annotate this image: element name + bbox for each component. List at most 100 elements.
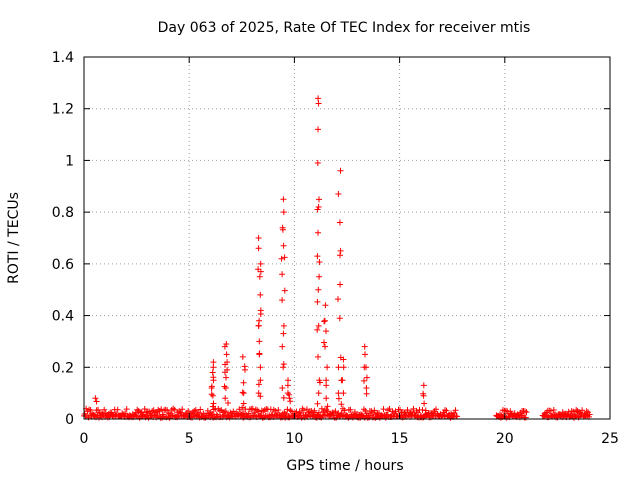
- data-point: [335, 296, 341, 303]
- data-point: [314, 206, 321, 213]
- data-point: [314, 160, 321, 166]
- data-point: [314, 400, 321, 407]
- data-point: [316, 273, 323, 280]
- data-point: [315, 126, 321, 133]
- data-point: [240, 400, 247, 407]
- data-point: [316, 259, 323, 265]
- data-point: [281, 254, 288, 261]
- data-point: [321, 339, 327, 346]
- data-point: [547, 407, 554, 414]
- data-point: [315, 353, 321, 360]
- data-point: [443, 407, 450, 414]
- data-point: [208, 391, 215, 398]
- data-point: [241, 363, 248, 370]
- data-point: [550, 407, 557, 413]
- data-point: [523, 409, 530, 416]
- data-point: [239, 404, 246, 411]
- data-point: [257, 260, 264, 267]
- data-point: [361, 343, 368, 350]
- data-point: [225, 400, 231, 406]
- data-point: [363, 385, 370, 391]
- data-point: [256, 317, 263, 324]
- y-axis-label: ROTI / TECUs: [6, 192, 22, 284]
- data-point: [240, 390, 247, 397]
- data-point: [257, 377, 264, 384]
- data-point: [222, 408, 229, 415]
- data-point: [340, 364, 347, 371]
- data-point: [256, 273, 263, 280]
- data-point: [336, 219, 343, 226]
- data-point: [433, 406, 439, 413]
- plot-frame: [83, 56, 611, 420]
- x-tick-labels: 0 5 10 15 20 25: [80, 431, 619, 447]
- data-point: [209, 403, 216, 410]
- data-point: [336, 315, 343, 322]
- data-point: [315, 286, 322, 293]
- data-point: [141, 406, 148, 412]
- data-point: [101, 406, 108, 413]
- data-point: [420, 382, 427, 389]
- data-point: [272, 408, 279, 414]
- data-point: [280, 330, 287, 337]
- data-point: [222, 385, 229, 391]
- data-point: [314, 253, 321, 260]
- data-point: [114, 406, 121, 413]
- data-point: [322, 302, 329, 309]
- data-point: [279, 343, 286, 350]
- data-point: [323, 377, 330, 384]
- data-point: [279, 297, 286, 304]
- y-tick-labels: 0 0.2 0.4 0.6 0.8 1 1.2 1.4: [52, 50, 74, 428]
- data-point: [280, 361, 287, 368]
- data-point: [87, 407, 94, 413]
- data-point: [249, 405, 256, 412]
- data-point: [239, 353, 246, 360]
- data-point: [257, 311, 264, 317]
- grid-lines: [84, 57, 610, 419]
- data-point: [256, 338, 263, 345]
- data-point: [335, 364, 342, 371]
- data-point: [280, 242, 287, 249]
- data-point: [315, 100, 322, 107]
- data-point: [279, 385, 286, 391]
- data-point: [321, 318, 328, 325]
- data-point: [452, 407, 459, 414]
- data-point: [285, 377, 291, 384]
- data-point: [311, 407, 318, 414]
- y-tick-label: 0.2: [52, 360, 74, 376]
- data-point: [315, 390, 322, 397]
- x-axis-label: GPS time / hours: [286, 458, 403, 474]
- data-point: [278, 255, 285, 262]
- data-point: [499, 407, 506, 414]
- data-point: [222, 395, 229, 402]
- data-point: [240, 379, 247, 386]
- data-point: [222, 361, 229, 368]
- data-point: [210, 359, 217, 366]
- y-tick-label: 0: [65, 412, 74, 428]
- data-point: [210, 400, 217, 407]
- data-point: [321, 317, 328, 324]
- data-point: [284, 382, 291, 389]
- data-point: [317, 379, 323, 386]
- data-point: [221, 343, 228, 350]
- x-tick-label: 0: [80, 431, 89, 447]
- data-point: [177, 409, 184, 416]
- data-point: [324, 403, 331, 410]
- data-point: [95, 406, 102, 413]
- data-point: [221, 383, 228, 390]
- data-point: [195, 409, 202, 416]
- data-point: [92, 395, 99, 402]
- data-point: [322, 343, 328, 350]
- data-point: [255, 245, 262, 252]
- data-point: [257, 291, 264, 298]
- data-point: [385, 407, 391, 414]
- data-point: [323, 328, 329, 335]
- y-tick-label: 1: [65, 153, 74, 169]
- data-point: [315, 322, 322, 329]
- data-point: [256, 350, 263, 357]
- data-point: [280, 364, 287, 371]
- data-point: [318, 405, 325, 412]
- data-point: [315, 409, 322, 416]
- data-point: [579, 407, 586, 414]
- data-point: [315, 95, 322, 102]
